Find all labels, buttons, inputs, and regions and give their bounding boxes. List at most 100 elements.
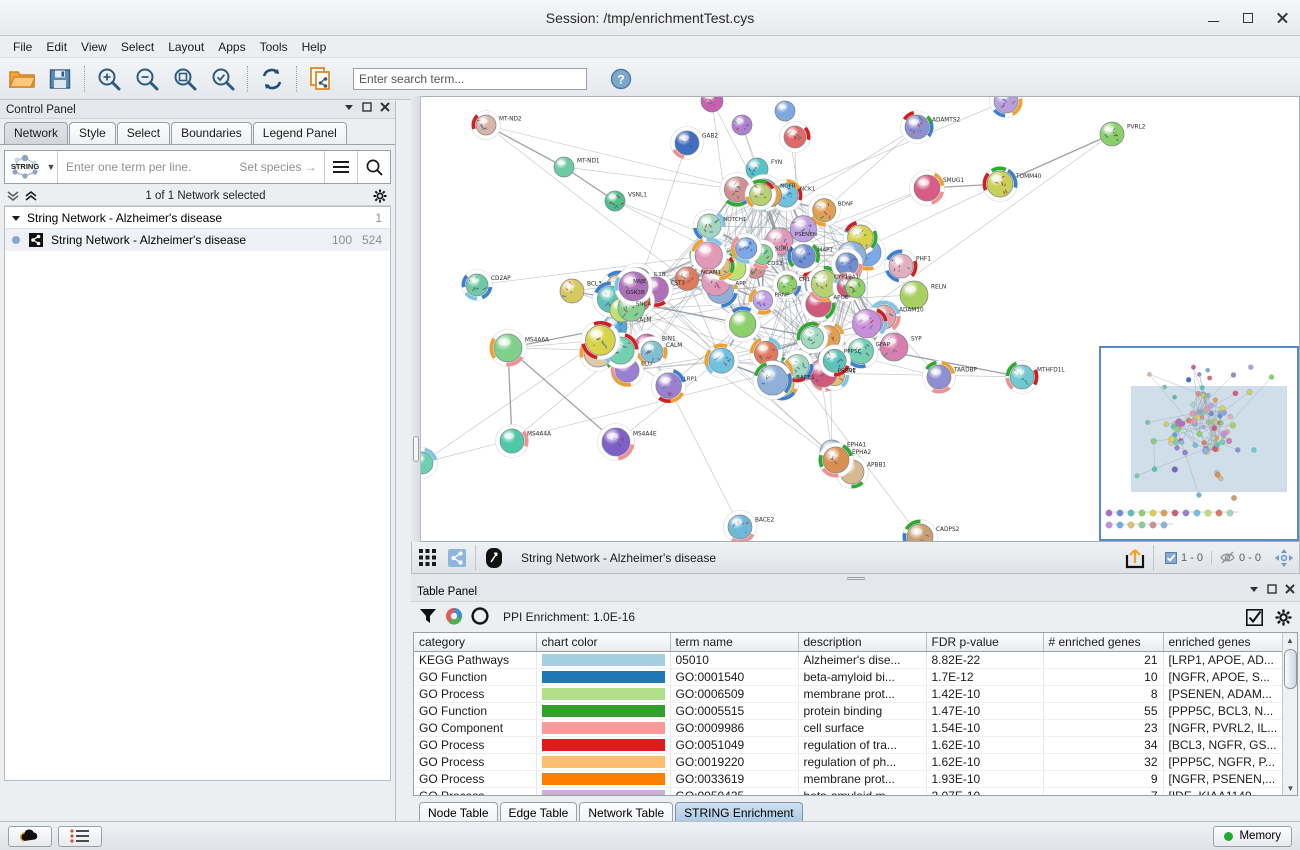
network-canvas[interactable]: MT-ND2 MT-ND1 VSNL1 GAB2 FYN ADAMTS2 PVRL2 SMUG… <box>411 96 1300 542</box>
table-row[interactable]: GO Process GO:0033619 membrane prot... 1.93… <box>414 770 1286 788</box>
column-header-chart-color[interactable]: chart color <box>536 633 671 652</box>
network-node[interactable]: MS4A4A <box>495 424 552 458</box>
network-graph[interactable]: MT-ND2 MT-ND1 VSNL1 GAB2 FYN ADAMTS2 PVRL2 SMUG… <box>412 97 1300 542</box>
settings-gear-icon[interactable] <box>1275 609 1292 626</box>
network-node[interactable]: SYP <box>879 332 922 362</box>
menu-help[interactable]: Help <box>301 39 327 54</box>
network-node[interactable]: BACE2 <box>723 510 775 543</box>
network-node[interactable] <box>690 237 728 274</box>
menu-layout[interactable]: Layout <box>168 39 205 54</box>
network-node[interactable] <box>580 320 621 361</box>
scroll-up-arrow-icon[interactable]: ▲ <box>1286 635 1294 645</box>
network-node[interactable] <box>989 97 1023 118</box>
cloud-icon[interactable] <box>8 825 52 847</box>
menu-file[interactable]: File <box>13 39 33 54</box>
zoom-out-icon[interactable] <box>129 62 165 96</box>
menu-edit[interactable]: Edit <box>46 39 68 54</box>
memory-status[interactable]: Memory <box>1213 825 1292 847</box>
menu-tools[interactable]: Tools <box>259 39 288 54</box>
zoom-in-icon[interactable] <box>91 62 127 96</box>
menu-select[interactable]: Select <box>120 39 155 54</box>
table-row[interactable]: KEGG Pathways 05010 Alzheimer's dise... 8.8… <box>414 651 1286 669</box>
table-row[interactable]: GO Function GO:0005515 protein binding 1.47… <box>414 702 1286 720</box>
birds-eye-view[interactable] <box>1099 346 1299 541</box>
network-node[interactable]: MS4A4E <box>597 423 658 461</box>
canvas-scroll-thumb[interactable] <box>413 436 419 462</box>
network-node[interactable]: MT-ND2 <box>471 110 522 140</box>
network-node[interactable] <box>614 266 653 306</box>
chevron-down-icon[interactable] <box>344 102 354 112</box>
close-panel-icon[interactable] <box>1285 584 1295 594</box>
network-node[interactable]: BCL3 <box>559 278 602 304</box>
network-node[interactable] <box>610 353 644 387</box>
network-group-row[interactable]: String Network - Alzheimer's disease 1 <box>5 207 390 229</box>
string-logo-icon[interactable]: STRING <box>5 151 45 183</box>
expand-all-icon[interactable] <box>24 190 38 202</box>
save-icon[interactable] <box>42 62 78 96</box>
network-node[interactable]: MS4A6A <box>489 329 550 367</box>
float-panel-icon[interactable] <box>362 102 372 112</box>
table-row[interactable]: GO Component GO:0009986 cell surface 1.54E-… <box>414 719 1286 737</box>
search-input[interactable]: Enter search term... <box>353 67 587 90</box>
tab-node-table[interactable]: Node Table <box>419 802 498 824</box>
refresh-icon[interactable] <box>254 62 290 96</box>
network-node[interactable]: GAB2 <box>670 126 719 160</box>
export-network-icon[interactable] <box>303 62 339 96</box>
network-node[interactable]: CD2AP <box>461 269 512 301</box>
network-node[interactable] <box>807 193 841 227</box>
grid-layout-icon[interactable] <box>412 543 442 573</box>
tab-string-enrichment[interactable]: STRING Enrichment <box>675 802 803 824</box>
network-node[interactable]: VSNL1 <box>604 190 647 212</box>
network-node[interactable] <box>818 344 851 378</box>
network-node[interactable] <box>845 277 866 299</box>
column-header-term-name[interactable]: term name <box>670 633 799 652</box>
hamburger-icon[interactable] <box>324 151 357 183</box>
network-node[interactable] <box>852 308 882 339</box>
menu-view[interactable]: View <box>81 39 107 54</box>
network-node[interactable] <box>796 321 829 354</box>
chevron-down-icon[interactable] <box>1249 584 1259 594</box>
string-term-input[interactable]: Enter one term per line. Set species → <box>57 151 324 183</box>
network-node[interactable] <box>675 266 700 291</box>
color-chart-icon[interactable] <box>445 607 463 628</box>
panel-splitter[interactable] <box>411 574 1300 583</box>
network-node[interactable]: RELN <box>899 280 946 310</box>
select-all-checkbox-icon[interactable] <box>1246 608 1263 626</box>
network-node[interactable] <box>724 306 761 343</box>
column-header-description[interactable]: description <box>798 633 927 652</box>
table-row[interactable]: GO Process GO:0006509 membrane prot... 1.42… <box>414 685 1286 703</box>
close-icon[interactable] <box>1274 10 1290 26</box>
close-panel-icon[interactable] <box>380 102 390 112</box>
network-node[interactable] <box>704 343 739 379</box>
help-icon[interactable]: ? <box>603 62 639 96</box>
network-node[interactable] <box>651 368 687 404</box>
network-node[interactable] <box>692 209 727 243</box>
network-node[interactable]: CADPS2 <box>902 519 960 543</box>
network-node[interactable]: SMUG1 <box>909 170 965 206</box>
network-node[interactable] <box>744 178 777 211</box>
network-node[interactable] <box>752 360 793 400</box>
maximize-icon[interactable] <box>1240 10 1256 26</box>
network-node[interactable]: ADAMTS2 <box>900 110 961 144</box>
column-header-enriched-gene-count[interactable]: # enriched genes <box>1043 633 1164 652</box>
table-vertical-scrollbar[interactable]: ▲ ▼ <box>1282 633 1297 795</box>
column-header-category[interactable]: category <box>414 633 537 652</box>
menu-apps[interactable]: Apps <box>218 39 246 54</box>
table-row[interactable]: GO Process GO:0019220 regulation of ph... 1… <box>414 753 1286 771</box>
network-node[interactable] <box>769 178 803 212</box>
network-node[interactable]: TOMM40 <box>982 166 1042 202</box>
network-node[interactable]: PHF1 <box>884 249 932 283</box>
selected-nodes-badge[interactable]: 1 - 0 <box>1157 551 1211 564</box>
network-node[interactable] <box>731 114 753 136</box>
tab-style[interactable]: Style <box>69 122 116 144</box>
network-node[interactable] <box>772 270 802 300</box>
hidden-nodes-badge[interactable]: 0 - 0 <box>1210 551 1269 564</box>
network-node[interactable] <box>779 121 811 153</box>
network-node[interactable] <box>789 215 817 243</box>
network-node[interactable] <box>700 97 724 113</box>
collapse-all-icon[interactable] <box>6 190 20 202</box>
canvas-left-scrollbar[interactable] <box>411 96 421 542</box>
set-species-link[interactable]: Set species → <box>239 160 317 174</box>
network-node[interactable]: PVRL2 <box>1099 121 1146 147</box>
expand-triangle-icon[interactable] <box>11 213 21 223</box>
